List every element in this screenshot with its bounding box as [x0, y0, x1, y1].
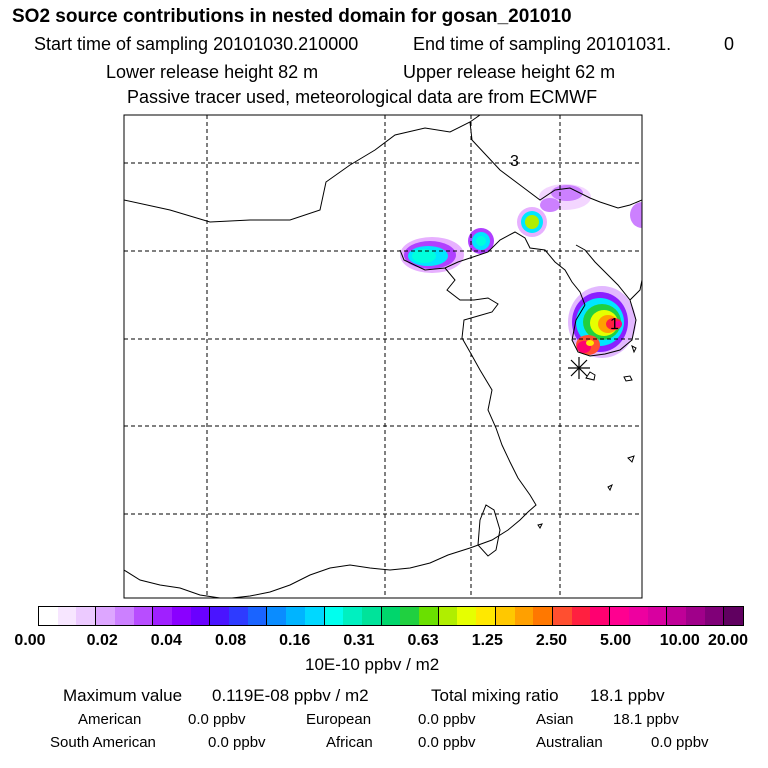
scale-tick-label: 0.31: [343, 632, 375, 649]
map-panel: 3 1: [123, 114, 643, 599]
scale-segment: [628, 607, 648, 625]
region-value: 18.1 ppbv: [613, 711, 679, 728]
sampling-start: Start time of sampling 20101030.210000: [34, 34, 359, 54]
receptor-star-icon: [568, 357, 590, 379]
scale-segment: [247, 607, 268, 625]
sampling-end-suffix: 0: [724, 34, 735, 54]
plume-northeast: [539, 184, 591, 212]
region-name: African: [326, 734, 373, 751]
scale-tick-label: 2.50: [535, 632, 568, 649]
scale-segment: [267, 607, 287, 625]
scale-segment: [685, 607, 705, 625]
lower-release-height: Lower release height 82 m: [106, 62, 319, 82]
scale-segment: [57, 607, 77, 625]
scale-segment: [457, 607, 477, 625]
marker-label-1: 1: [610, 316, 619, 333]
region-value: 0.0 ppbv: [651, 734, 709, 751]
color-scale-bar: [38, 606, 744, 626]
scale-tick-label: 0.63: [407, 632, 439, 649]
plume-yellow-sea: [400, 237, 464, 273]
scale-tick-label: 5.00: [600, 632, 632, 649]
scale-segment: [495, 607, 515, 625]
scale-segment: [552, 607, 572, 625]
scale-tick-label: 0.16: [279, 632, 311, 649]
region-value: 0.0 ppbv: [418, 734, 476, 751]
scale-tick-label: 1.25: [471, 632, 503, 649]
scale-tick-label: 0.04: [150, 632, 182, 649]
lat-lon-grid: [124, 115, 642, 598]
scale-units: 10E-10 ppbv / m2: [305, 655, 440, 674]
region-name: European: [306, 711, 372, 728]
scale-segment: [381, 607, 401, 625]
total-mixing-label: Total mixing ratio: [431, 686, 559, 705]
region-name: South American: [50, 734, 156, 751]
scale-segment: [438, 607, 458, 625]
scale-segment: [39, 607, 58, 625]
scale-segment: [704, 607, 725, 625]
region-name: Asian: [536, 711, 574, 728]
scale-segment: [400, 607, 420, 625]
scale-segment: [133, 607, 154, 625]
scale-segment: [210, 607, 230, 625]
region-name: American: [78, 711, 142, 728]
region-value: 0.0 ppbv: [208, 734, 266, 751]
scale-segment: [361, 607, 382, 625]
region-value: 0.0 ppbv: [188, 711, 246, 728]
scale-segment: [590, 607, 611, 625]
max-value-label: Maximum value: [63, 686, 183, 705]
scale-segment: [724, 607, 744, 625]
coastlines: [124, 115, 642, 598]
max-value: 0.119E-08 ppbv / m2: [212, 686, 369, 705]
sampling-end: End time of sampling 20101031.: [413, 34, 672, 54]
scale-tick-label: 20.00: [707, 632, 749, 649]
scale-tick-label: 0.02: [86, 632, 118, 649]
scale-segment: [419, 607, 439, 625]
scale-segment: [229, 607, 248, 625]
total-mixing-value: 18.1 ppbv: [590, 686, 665, 705]
scale-segment: [647, 607, 668, 625]
scale-segment: [571, 607, 591, 625]
scale-segment: [153, 607, 172, 625]
plume-bohai: [468, 228, 494, 254]
scale-segment: [476, 607, 496, 625]
plume-east-edge: [630, 202, 642, 228]
scale-segment: [171, 607, 191, 625]
scale-segment: [514, 607, 534, 625]
scale-segment: [667, 607, 686, 625]
plume-korea: [568, 286, 636, 358]
marker-label-3: 3: [510, 153, 519, 170]
scale-segment: [190, 607, 211, 625]
plume-liaoning: [517, 207, 547, 237]
scale-segment: [76, 607, 97, 625]
scale-segment: [324, 607, 344, 625]
map-frame: [123, 114, 643, 599]
scale-segment: [610, 607, 629, 625]
scale-segment: [96, 607, 115, 625]
scale-segment: [114, 607, 134, 625]
scale-tick-label: 0.08: [214, 632, 247, 649]
region-name: Australian: [536, 734, 603, 751]
map-title: SO2 source contributions in nested domai…: [12, 6, 572, 27]
scale-segment: [533, 607, 553, 625]
scale-segment: [343, 607, 362, 625]
scale-segment: [304, 607, 325, 625]
scale-tick-label: 10.00: [659, 632, 700, 649]
region-value: 0.0 ppbv: [418, 711, 476, 728]
scale-segment: [286, 607, 305, 625]
tracer-note: Passive tracer used, meteorological data…: [127, 87, 598, 107]
scale-tick-label: 0.00: [14, 632, 46, 649]
upper-release-height: Upper release height 62 m: [403, 62, 616, 82]
